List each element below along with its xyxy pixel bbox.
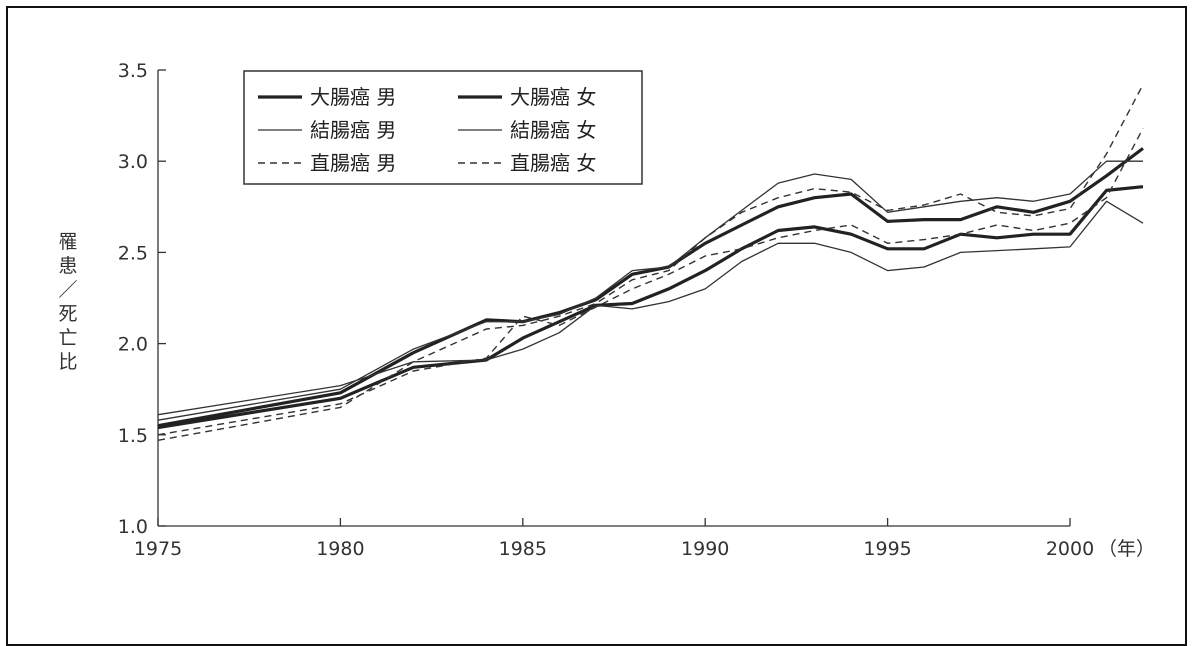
y-tick-label: 1.5 [118,425,148,447]
line-chart: 1.0 1.5 2.0 2.5 3.0 3.5 1975 1980 1985 1990 1995 20… [58,60,1155,560]
series-line-1 [157,147,1144,428]
y-axis-label-char: 死 [58,303,77,325]
y-tick-label: 2.0 [118,334,148,356]
x-tick-label: 1975 [134,538,182,560]
legend-label: 直腸癌 男 [310,151,396,175]
y-axis-label-char: 亡 [58,327,77,349]
x-tick-label: 1995 [863,538,911,560]
x-axis-unit: （年） [1098,538,1155,560]
y-axis-label-char: 患 [58,255,77,277]
legend-label: 大腸癌 男 [310,85,396,109]
y-axis-label: 罹患／死亡比 [58,231,77,373]
x-tick-label: 1990 [681,538,729,560]
axes: 1.0 1.5 2.0 2.5 3.0 3.5 1975 1980 1985 1990 1995 20… [118,60,1155,560]
x-tick-label: 1985 [499,538,547,560]
y-axis-label-char: 比 [58,351,77,373]
y-axis-label-char: 罹 [58,231,77,253]
y-axis-label-char: ／ [58,279,77,301]
x-tick-label: 1980 [316,538,364,560]
legend-box [243,70,643,185]
series-line-3 [157,160,1143,421]
legend-label: 結腸癌 男 [310,118,396,142]
series-line-2 [157,185,1144,430]
x-tick-label: 2000 [1046,538,1094,560]
legend-label: 直腸癌 女 [510,151,596,175]
y-tick-label: 3.5 [118,60,148,82]
series-layer [157,84,1144,441]
series-line-6 [157,128,1144,436]
y-tick-label: 2.5 [118,242,148,264]
y-tick-label: 3.0 [118,151,148,173]
series-line-5 [157,84,1144,441]
y-tick-label: 1.0 [118,516,148,538]
legend-label: 結腸癌 女 [510,118,596,142]
series-line-4 [157,200,1144,416]
legend-label: 大腸癌 女 [510,85,596,109]
